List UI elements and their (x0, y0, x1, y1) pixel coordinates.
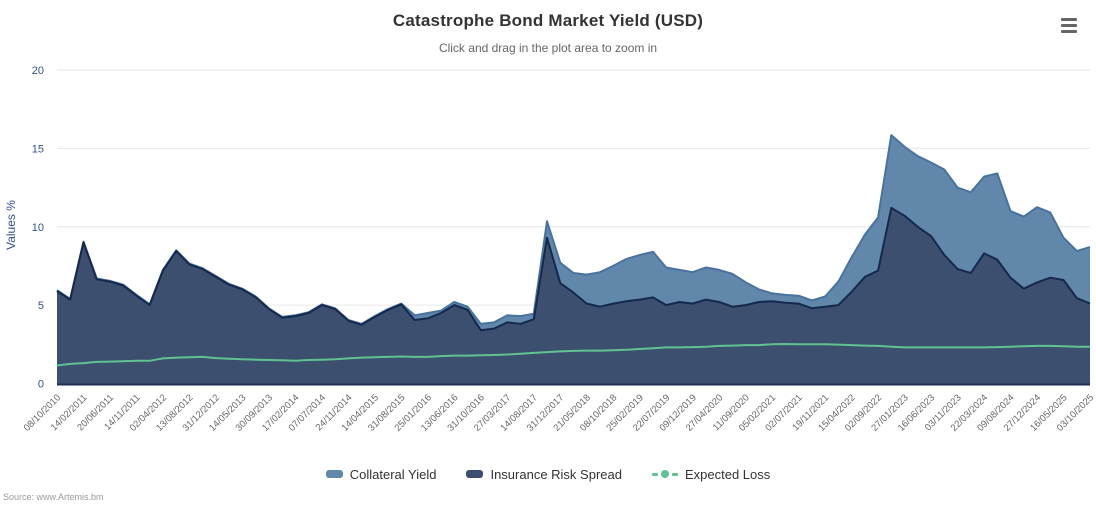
chart-subtitle: Click and drag in the plot area to zoom … (438, 41, 658, 55)
hamburger-icon (1061, 17, 1077, 21)
expected-loss-line (56, 343, 1090, 367)
chart-menu-button[interactable] (1055, 13, 1083, 37)
y-axis-label: 5 (38, 300, 44, 312)
legend-item-insurance-risk-spread[interactable]: Insurance Risk Spread (466, 467, 622, 482)
y-axis-label: 20 (32, 65, 44, 77)
chart-title: Catastrophe Bond Market Yield (USD) (392, 11, 704, 30)
insurance-risk-spread-area[interactable] (57, 207, 1090, 384)
legend-label: Collateral Yield (349, 466, 437, 482)
y-axis-title: Values % (4, 200, 18, 250)
y-axis-label: 10 (32, 222, 44, 234)
y-axis-label: 0 (38, 379, 44, 391)
expected-loss-marker-icon (651, 470, 678, 478)
chart-legend: Collateral Yield Insurance Risk Spread E… (0, 462, 1096, 486)
y-axis-label: 15 (32, 143, 44, 155)
source-credit: Source: www.Artemis.bm (3, 492, 104, 502)
legend-label: Expected Loss (684, 466, 771, 482)
hamburger-icon (1061, 29, 1077, 33)
legend-item-expected-loss[interactable]: Expected Loss (651, 466, 771, 482)
hamburger-icon (1061, 23, 1077, 27)
insurance-risk-spread-swatch-icon (466, 470, 484, 478)
insurance-risk-spread-line (56, 206, 1091, 332)
collateral-yield-swatch-icon (325, 470, 343, 478)
legend-label: Insurance Risk Spread (490, 466, 622, 482)
legend-item-collateral-yield[interactable]: Collateral Yield (325, 466, 437, 482)
